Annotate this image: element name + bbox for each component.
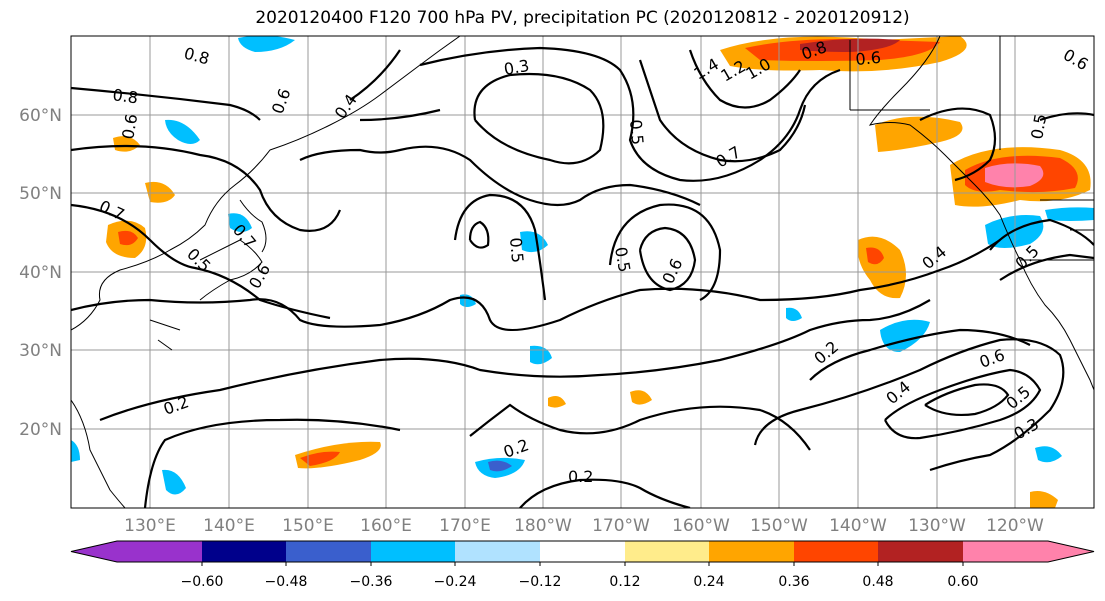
colorbar-tick: 0.48 — [862, 574, 893, 590]
colorbar-segment — [371, 541, 455, 562]
lat-label: 40°N — [19, 263, 62, 283]
colorbar-segment — [286, 541, 371, 562]
map-title: 2020120400 F120 700 hPa PV, precipitatio… — [255, 8, 910, 28]
colorbar-segment — [117, 541, 202, 562]
gridlines — [71, 36, 1094, 508]
pv-contours — [71, 46, 1094, 508]
precip-shading — [71, 36, 1094, 508]
colorbar-segment — [625, 541, 709, 562]
contour-label: 0.2 — [568, 467, 593, 486]
colorbar-segment — [540, 541, 625, 562]
lat-label: 50°N — [19, 184, 62, 204]
colorbar-tick: −0.60 — [181, 574, 224, 590]
colorbar-tick: 0.24 — [693, 574, 724, 590]
contour-label: 0.5 — [611, 245, 634, 273]
colorbar-segment — [878, 541, 963, 562]
lon-label: 170°W — [592, 516, 650, 536]
map-frame — [70, 35, 1095, 509]
lon-label: 130°E — [124, 516, 176, 536]
colorbar-tick: 0.12 — [609, 574, 640, 590]
lon-label: 140°E — [203, 516, 255, 536]
colorbar-outline — [70, 540, 1095, 563]
lon-label: 170°E — [439, 516, 491, 536]
lon-label: 160°E — [360, 516, 412, 536]
colorbar-segment — [963, 541, 1048, 562]
lat-label: 60°N — [19, 106, 62, 126]
lon-label: 150°E — [282, 516, 334, 536]
colorbar-segment — [202, 541, 286, 562]
colorbar-extend-high — [1048, 541, 1094, 562]
colorbar-segment — [709, 541, 794, 562]
colorbar-tick: 0.60 — [947, 574, 978, 590]
colorbar — [70, 540, 1095, 566]
colorbar-segment — [794, 541, 878, 562]
contour-label: 0.5 — [506, 237, 527, 264]
colorbar-ticks: −0.60 −0.48 −0.36 −0.24 −0.12 0.12 0.24 … — [181, 574, 979, 590]
colorbar-tick: 0.36 — [778, 574, 809, 590]
latitude-labels: 60°N 50°N 40°N 30°N 20°N — [19, 106, 62, 440]
lon-label: 180°W — [514, 516, 572, 536]
contour-label: 0.6 — [118, 112, 141, 140]
longitude-labels: 130°E 140°E 150°E 160°E 170°E 180°W 170°… — [124, 516, 1044, 536]
contour-label: 0.6 — [855, 48, 882, 69]
lon-label: 140°W — [829, 516, 887, 536]
contour-label: 0.3 — [502, 56, 530, 79]
colorbar-tick: −0.48 — [265, 574, 308, 590]
lon-label: 160°W — [672, 516, 730, 536]
contour-label: 0.8 — [111, 85, 139, 107]
colorbar-tick: −0.12 — [519, 574, 562, 590]
colorbar-tick: −0.24 — [434, 574, 477, 590]
lon-label: 130°W — [908, 516, 966, 536]
coastlines — [71, 36, 1094, 508]
colorbar-extend-low — [71, 541, 117, 562]
colorbar-tick: −0.36 — [350, 574, 393, 590]
lat-label: 20°N — [19, 420, 62, 440]
lat-label: 30°N — [19, 341, 62, 361]
contour-label: 0.5 — [626, 119, 647, 146]
lon-label: 120°W — [986, 516, 1044, 536]
colorbar-segment — [455, 541, 540, 562]
lon-label: 150°W — [750, 516, 808, 536]
contour-label: 0.5 — [1027, 112, 1050, 140]
